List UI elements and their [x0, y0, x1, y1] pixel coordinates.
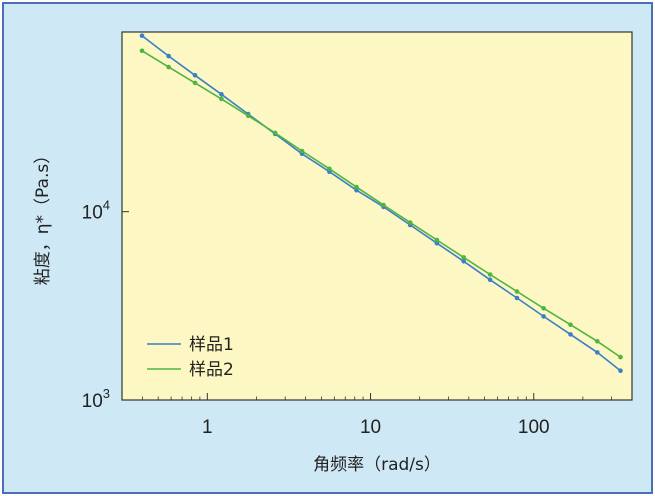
series-1-point: [514, 295, 520, 301]
series-1-point: [192, 73, 198, 78]
series-2-point: [407, 220, 413, 225]
legend-label: 样品2: [189, 360, 234, 380]
series-2-point: [541, 306, 546, 311]
y-tick-label: 103: [82, 386, 110, 412]
series-1-point: [618, 368, 623, 374]
series-2-point: [514, 289, 520, 294]
x-axis-title: 角频率（rad/s）: [313, 455, 441, 475]
series-1-point: [166, 53, 171, 59]
series-2-point: [299, 148, 305, 154]
series-2-point: [192, 80, 198, 86]
series-1-point: [434, 240, 440, 246]
series-2-point: [595, 339, 600, 344]
x-tick-label: 10: [360, 417, 381, 438]
series-1-point: [568, 332, 573, 337]
series-1-point: [461, 259, 467, 264]
series-2-point: [327, 166, 332, 172]
y-axis-title: 粘度，η*（Pa.s）: [33, 147, 53, 285]
series-2-point: [166, 64, 171, 70]
y-tick-label: 104: [82, 198, 110, 224]
series-2-point: [381, 202, 386, 208]
plot-area: [121, 31, 633, 401]
series-2-point: [219, 96, 224, 102]
series-2-point: [272, 130, 278, 136]
series-2-point: [245, 113, 251, 119]
series-2-point: [461, 255, 467, 260]
legend-label: 样品1: [189, 335, 234, 355]
series-1-point: [595, 350, 600, 355]
series-2-point: [139, 48, 145, 54]
series-2: [139, 48, 623, 360]
series-1-point: [487, 277, 493, 283]
series-2-point: [618, 354, 623, 360]
series-2-point: [568, 322, 573, 328]
series-2-point: [354, 184, 359, 190]
series-1-point: [219, 92, 224, 97]
series-2-point: [434, 237, 440, 243]
x-tick-label: 1: [202, 417, 213, 438]
x-tick-label: 100: [518, 417, 550, 438]
series-1-point: [541, 314, 546, 319]
series-1-point: [139, 33, 145, 38]
series-2-point: [487, 272, 493, 277]
